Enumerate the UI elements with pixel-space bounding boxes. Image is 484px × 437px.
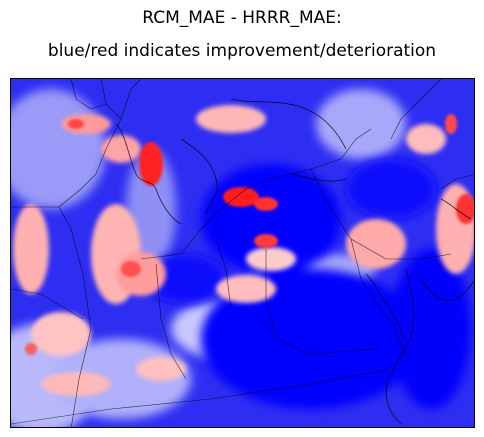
deterioration-zones xyxy=(25,114,474,355)
coastlines xyxy=(115,98,474,425)
map-panel xyxy=(10,78,475,428)
title-line-1: RCM_MAE - HRRR_MAE: xyxy=(142,8,342,28)
boundary-lines xyxy=(11,79,474,427)
mild-deterioration-zones xyxy=(13,105,474,396)
difference-map xyxy=(11,79,474,427)
title-line-2: blue/red indicates improvement/deteriora… xyxy=(47,41,437,61)
